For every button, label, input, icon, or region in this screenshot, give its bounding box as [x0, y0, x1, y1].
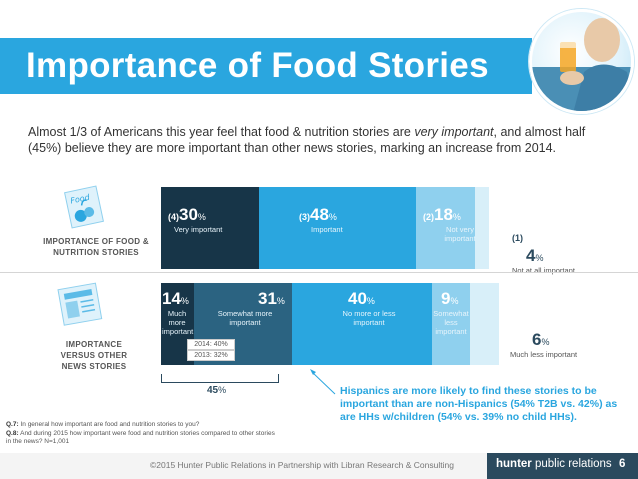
question-8: Q.8: And during 2015 how important were …: [6, 429, 275, 446]
row-label-vs-other-news: IMPORTANCE VERSUS OTHER NEWS STORIES: [60, 340, 128, 371]
prior-year-2014: 2014: 40%: [187, 339, 235, 350]
brand-logo: hunter public relations: [496, 458, 612, 470]
label-much-less-important: 6% Much less important: [510, 330, 578, 359]
food-box-icon: Food: [60, 183, 108, 236]
label-no-more-or-less: 40% No more or less important: [342, 289, 396, 327]
row-label-food-importance: IMPORTANCE OF FOOD & NUTRITION STORIES: [43, 237, 149, 257]
label-important: (3)48% Important: [299, 205, 343, 234]
bar-food-importance: [161, 187, 489, 269]
survey-questions: Q.7: In general how important are food a…: [6, 421, 276, 447]
label-somewhat-less-important: 9% Somewhat less important: [433, 289, 469, 336]
label-not-at-all-important: (1) 4% Not at all important: [512, 233, 575, 275]
footer-credit: ©2015 Hunter Public Relations in Partner…: [150, 460, 454, 470]
page-title: Importance of Food Stories: [26, 46, 489, 85]
label-not-very-important: (2)18% Not very important: [423, 205, 476, 243]
bar-segment-no-more-or-less: [292, 283, 432, 365]
bar-segment-not-at-all-important: [475, 187, 489, 269]
hispanics-callout: Hispanics are more likely to find these …: [340, 385, 618, 423]
question-7: Q.7: In general how important are food a…: [6, 421, 200, 428]
bar-segment-important: [259, 187, 416, 269]
label-somewhat-more-important: 31% Somewhat more important: [217, 289, 285, 327]
label-much-more-important: 14% Much more important: [162, 289, 194, 336]
photo-person-with-drink: [529, 9, 634, 114]
bar-segment-somewhat-less-important: [432, 283, 470, 365]
bar-segment-very-important: [161, 187, 259, 269]
newspaper-icon: [55, 280, 107, 335]
bar-segment-much-less-important: [470, 283, 499, 365]
intro-text: Almost 1/3 of Americans this year feel t…: [28, 125, 586, 155]
page-number: 6: [619, 458, 626, 470]
row-divider: [0, 272, 638, 273]
top-two-total: 45%: [207, 385, 227, 396]
prior-year-2013: 2013: 32%: [187, 350, 235, 361]
title-banner: [0, 38, 532, 94]
label-very-important: (4)30% Very important: [168, 205, 223, 234]
top-two-bracket: [161, 374, 279, 383]
bar-segment-not-very-important: [416, 187, 475, 269]
brand-box: [487, 453, 638, 479]
intro-emphasis: very important: [414, 125, 494, 139]
food-box-label: Food: [70, 193, 92, 206]
